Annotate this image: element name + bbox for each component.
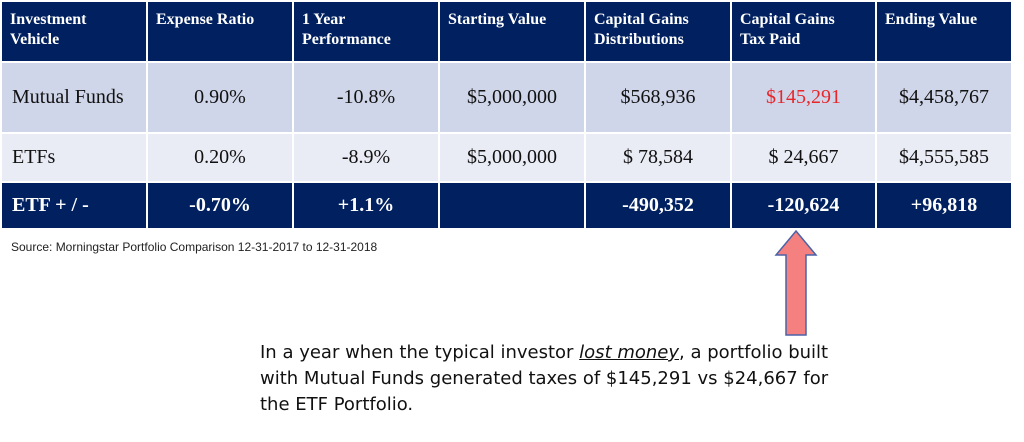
comparison-table: Investment Vehicle Expense Ratio 1 Year Pe… xyxy=(0,0,1013,230)
header-capital-gains-tax-paid: Capital Gains Tax Paid xyxy=(730,0,877,63)
callout-text-after: , a portfolio built with Mutual Funds ge… xyxy=(260,342,829,415)
row-label: Mutual Funds xyxy=(0,61,148,134)
row-label: ETF + / - xyxy=(0,181,148,230)
ending-value-cell: +96,818 xyxy=(875,181,1013,230)
header-expense-ratio: Expense Ratio xyxy=(146,0,294,63)
table-row-etf-difference: ETF + / - -0.70% +1.1% -490,352 -120,624… xyxy=(0,181,1013,230)
header-investment-vehicle: Investment Vehicle xyxy=(0,0,148,63)
header-ending-value: Ending Value xyxy=(875,0,1013,63)
tax-paid-cell: -120,624 xyxy=(730,181,877,230)
performance-cell: -10.8% xyxy=(292,61,440,134)
header-1-year-performance: 1 Year Performance xyxy=(292,0,440,63)
header-capital-gains-distributions: Capital Gains Distributions xyxy=(584,0,732,63)
source-note: Source: Morningstar Portfolio Comparison… xyxy=(11,240,378,254)
header-starting-value: Starting Value xyxy=(438,0,586,63)
callout-text: In a year when the typical investor lost… xyxy=(260,340,860,418)
row-label: ETFs xyxy=(0,132,148,183)
expense-ratio-cell: -0.70% xyxy=(146,181,294,230)
tax-paid-cell: $ 24,667 xyxy=(730,132,877,183)
starting-value-cell: $5,000,000 xyxy=(438,61,586,134)
distributions-cell: $ 78,584 xyxy=(584,132,732,183)
up-arrow-icon xyxy=(774,229,818,336)
table-row-mutual-funds: Mutual Funds 0.90% -10.8% $5,000,000 $56… xyxy=(0,61,1013,134)
expense-ratio-cell: 0.90% xyxy=(146,61,294,134)
distributions-cell: $568,936 xyxy=(584,61,732,134)
ending-value-cell: $4,555,585 xyxy=(875,132,1013,183)
header-row: Investment Vehicle Expense Ratio 1 Year Pe… xyxy=(0,0,1013,63)
performance-cell: -8.9% xyxy=(292,132,440,183)
distributions-cell: -490,352 xyxy=(584,181,732,230)
starting-value-cell xyxy=(438,181,586,230)
expense-ratio-cell: 0.20% xyxy=(146,132,294,183)
table-row-etfs: ETFs 0.20% -8.9% $5,000,000 $ 78,584 $ 2… xyxy=(0,132,1013,183)
tax-paid-cell-highlighted: $145,291 xyxy=(730,61,877,134)
callout-emphasis: lost money xyxy=(579,342,680,363)
ending-value-cell: $4,458,767 xyxy=(875,61,1013,134)
starting-value-cell: $5,000,000 xyxy=(438,132,586,183)
performance-cell: +1.1% xyxy=(292,181,440,230)
callout-text-before: In a year when the typical investor xyxy=(260,342,580,363)
